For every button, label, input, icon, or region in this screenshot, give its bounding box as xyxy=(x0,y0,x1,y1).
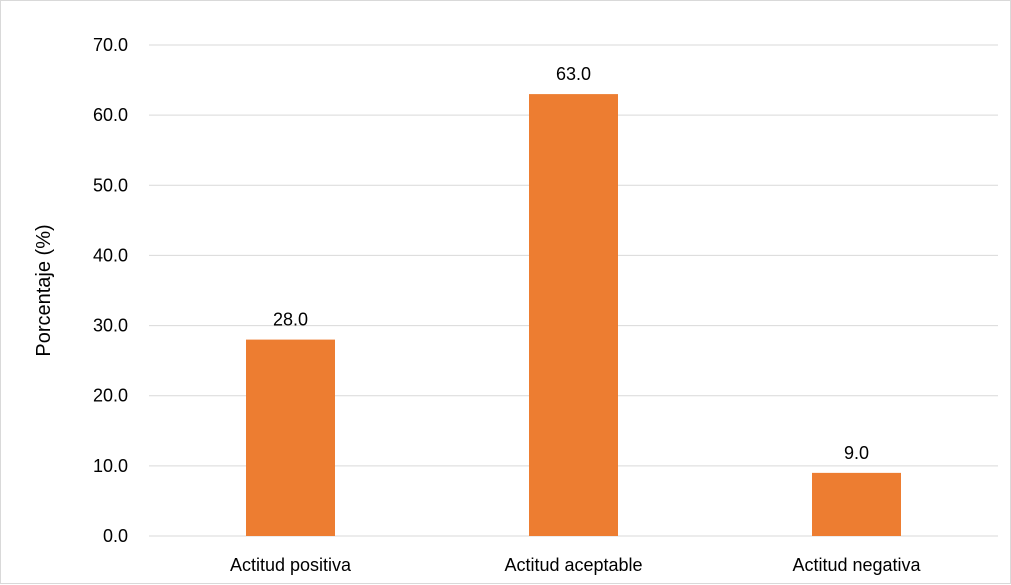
y-tick-label: 60.0 xyxy=(93,105,128,125)
bar-data-label: 28.0 xyxy=(273,310,308,330)
y-tick-label: 20.0 xyxy=(93,386,128,406)
data-labels: 28.0 63.0 9.0 xyxy=(273,64,869,463)
y-axis-title: Porcentaje (%) xyxy=(33,224,55,356)
bars xyxy=(246,94,901,536)
bar xyxy=(812,472,901,536)
bar xyxy=(246,339,335,536)
x-category-label: Actitud aceptable xyxy=(504,555,642,575)
x-category-label: Actitud positiva xyxy=(230,555,352,575)
x-tick-labels: Actitud positiva Actitud aceptable Actitud… xyxy=(230,555,922,575)
y-tick-label: 40.0 xyxy=(93,245,128,265)
y-tick-label: 50.0 xyxy=(93,175,128,195)
y-tick-label: 10.0 xyxy=(93,456,128,476)
y-tick-label: 0.0 xyxy=(103,526,128,546)
bar xyxy=(529,94,618,536)
bar-data-label: 9.0 xyxy=(844,443,869,463)
bar-data-label: 63.0 xyxy=(556,64,591,84)
y-tick-label: 30.0 xyxy=(93,316,128,336)
y-tick-labels: 0.0 10.0 20.0 30.0 40.0 50.0 60.0 70.0 xyxy=(93,35,128,546)
x-category-label: Actitud negativa xyxy=(792,555,921,575)
y-tick-label: 70.0 xyxy=(93,35,128,55)
